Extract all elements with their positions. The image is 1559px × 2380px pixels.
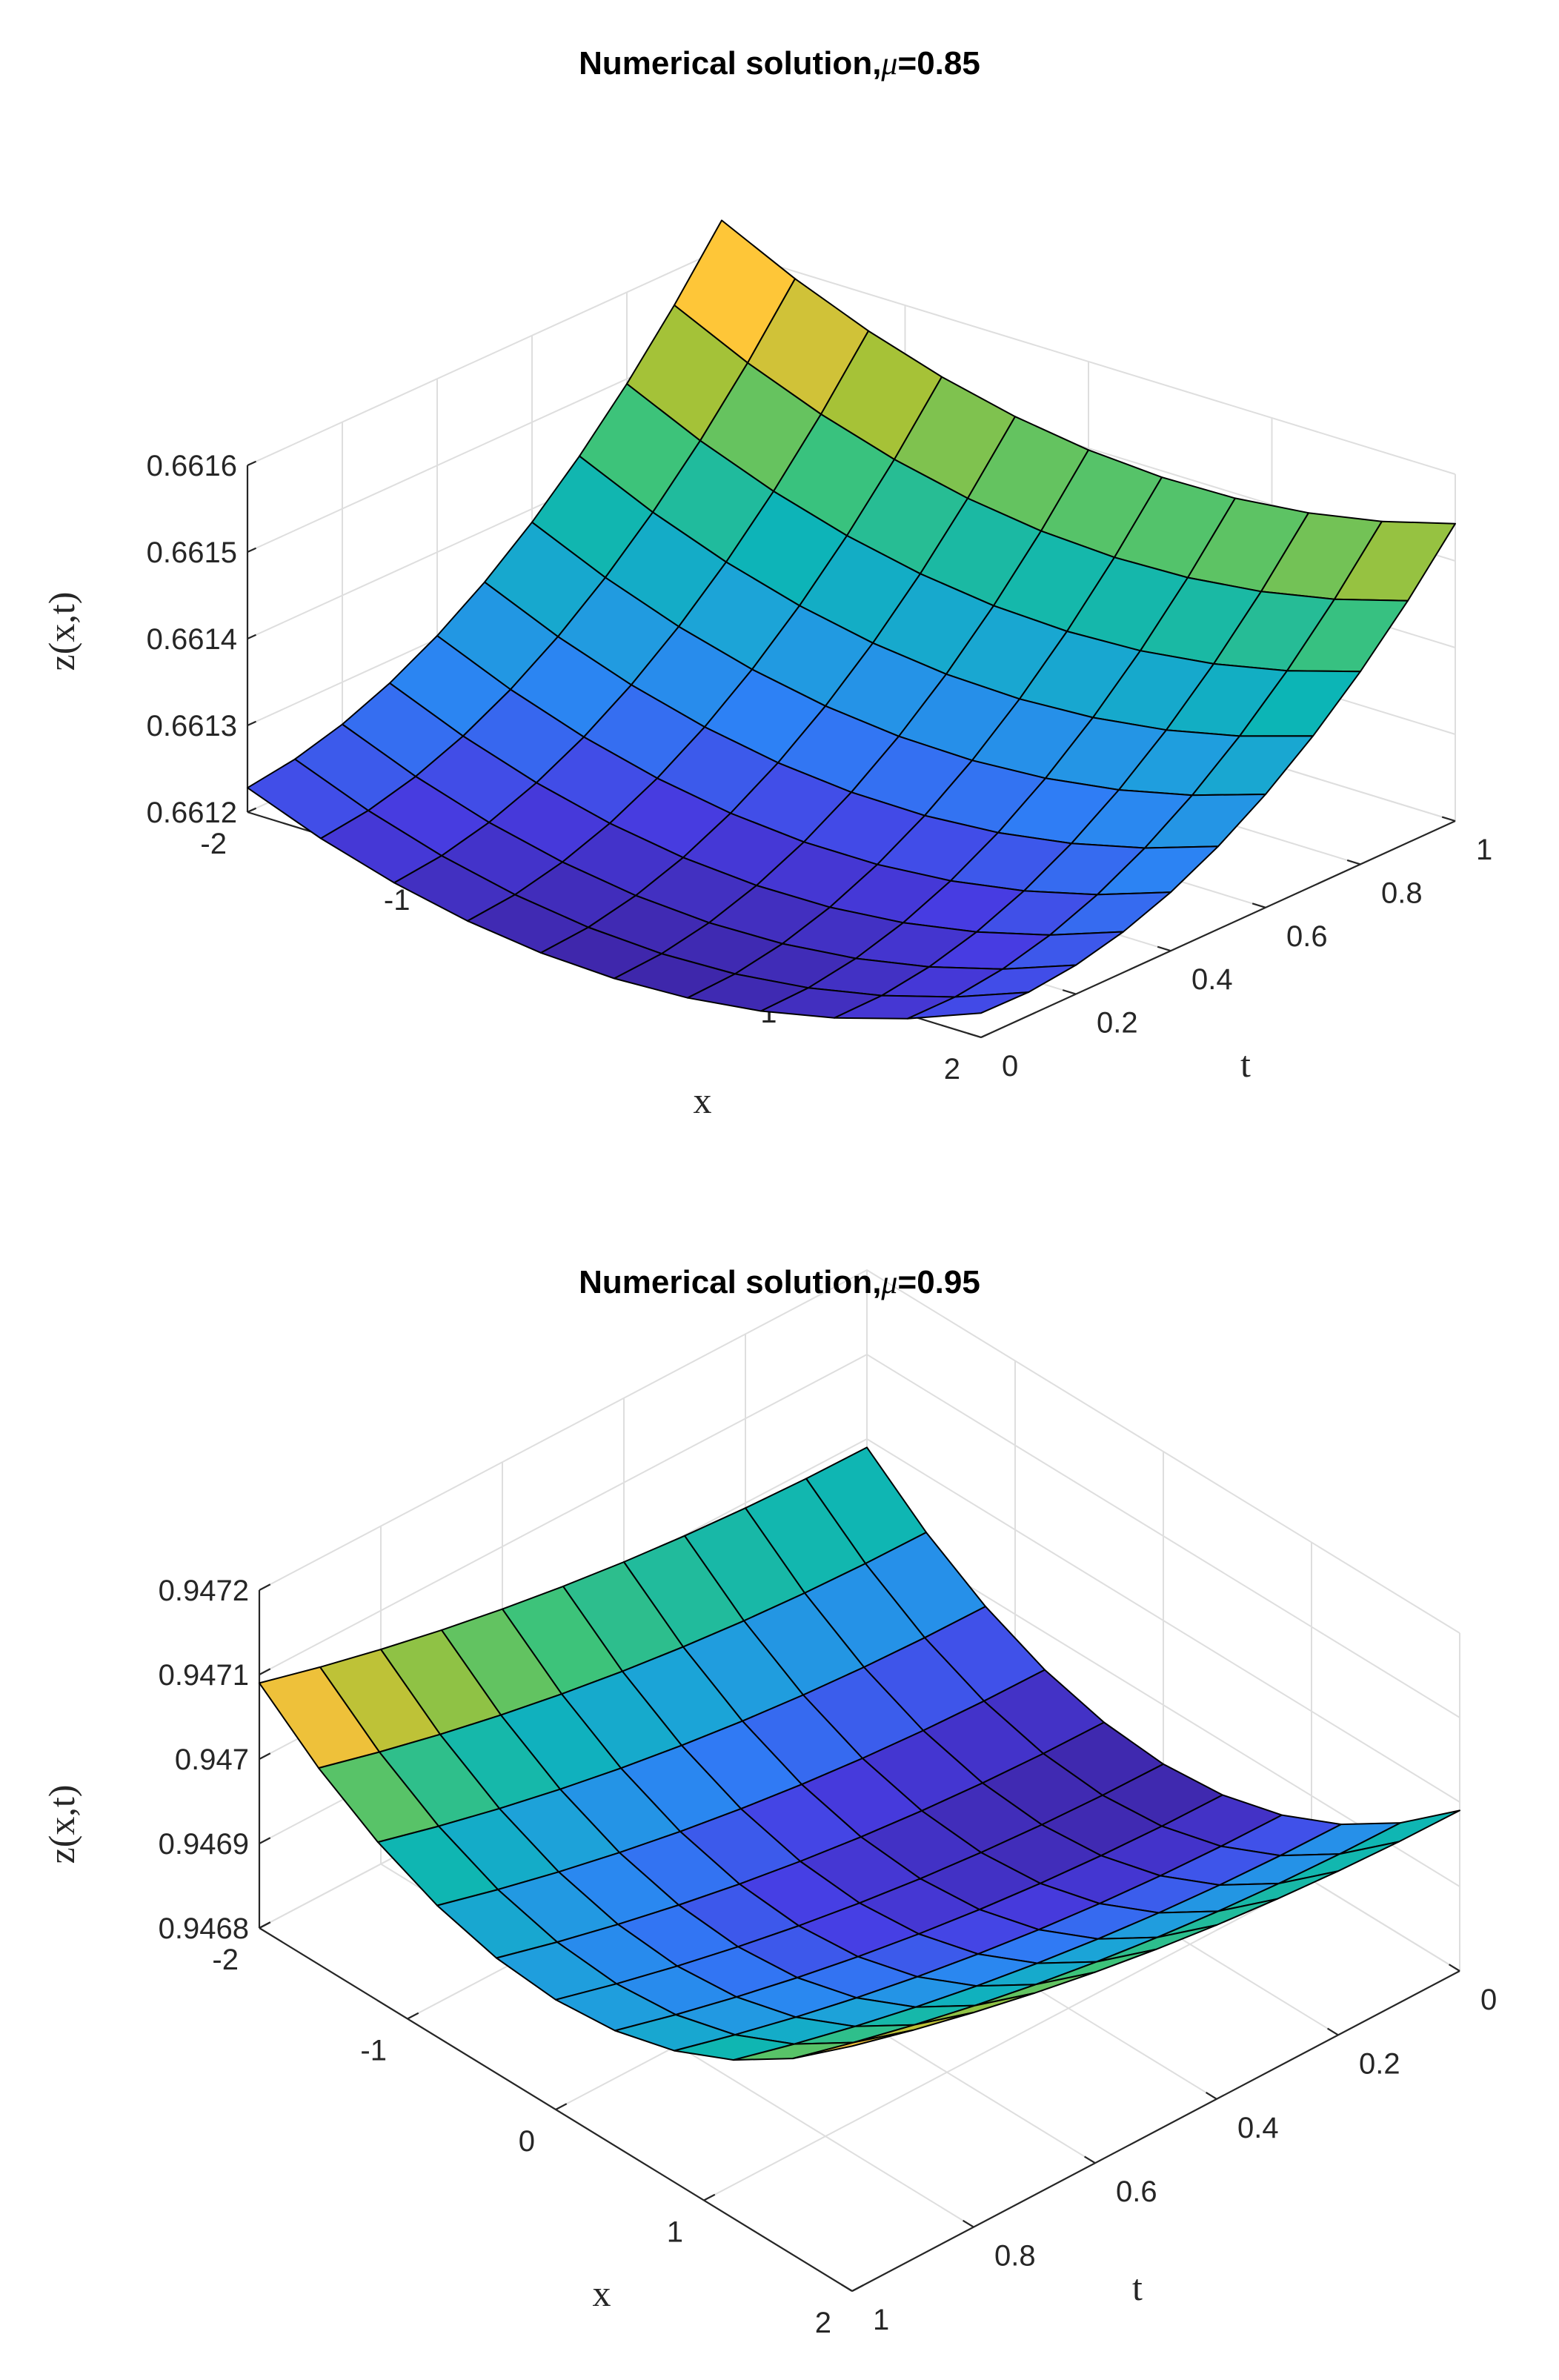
x-tick-mark — [980, 1032, 990, 1039]
tick-labels: -2 -1 0 1 2 0 0.2 0.4 0.6 0.8 1 0.9468 0.9469 0.947 0.… — [159, 1575, 1497, 2339]
t-tick-mark — [1206, 2092, 1217, 2100]
z-tick-label: 0.9472 — [159, 1575, 249, 1607]
x-tick-label: 2 — [944, 1053, 960, 1086]
surface-facet — [907, 991, 1029, 1020]
t-tick-label: 0 — [1002, 1050, 1018, 1083]
t-tick-mark — [1062, 989, 1077, 995]
z-tick-mark — [259, 1921, 271, 1929]
z-tick-label: 0.9471 — [159, 1659, 249, 1692]
t-tick-label: 0.4 — [1191, 963, 1233, 996]
t-tick-label: 0.2 — [1359, 2047, 1400, 2080]
z-tick-label: 0.6616 — [147, 450, 237, 482]
x-tick-mark — [555, 2103, 568, 2110]
z-tick-label: 0.6612 — [147, 797, 237, 829]
z-axis-label: z(x,t) — [41, 1785, 82, 1864]
z-tick-mark — [247, 807, 256, 814]
z-tick-mark — [247, 634, 256, 640]
surface — [247, 219, 1456, 1020]
x-tick-label: -2 — [200, 828, 227, 860]
z-tick-label: 0.6615 — [147, 536, 237, 569]
z-tick-mark — [259, 1752, 271, 1760]
t-tick-label: 1 — [1476, 834, 1492, 866]
t-tick-mark — [1449, 1964, 1460, 1972]
z-axis-label: z(x,t) — [41, 592, 82, 671]
t-axis-label: t — [1240, 1043, 1251, 1085]
t-tick-label: 0.6 — [1286, 920, 1328, 953]
t-axis-line — [851, 1970, 1460, 2292]
t-tick-label: 0 — [1480, 1984, 1497, 2016]
t-tick-mark — [1346, 859, 1361, 865]
plot-title: Numerical solution,μ=0.95 — [579, 1264, 980, 1300]
z-tick-label: 0.6614 — [147, 623, 237, 656]
surface — [259, 1446, 1460, 2061]
x-tick-label: 0 — [519, 2125, 535, 2158]
x-tick-mark — [851, 2284, 864, 2292]
t-tick-mark — [841, 2284, 853, 2292]
z-tick-mark — [247, 460, 256, 467]
t-tick-mark — [1251, 903, 1266, 908]
z-tick-label: 0.9468 — [159, 1912, 249, 1945]
z-tick-mark — [247, 720, 256, 727]
t-tick-label: 0.8 — [1381, 877, 1423, 909]
surface-plot-mu-095: -2 -1 0 1 2 0 0.2 0.4 0.6 0.8 1 0.9468 0.9469 0.947 0.… — [41, 1264, 1497, 2339]
z-tick-label: 0.6613 — [147, 710, 237, 742]
t-axis-label: t — [1132, 2267, 1143, 2308]
x-axis-label: x — [593, 2273, 611, 2314]
grid-line — [703, 1879, 1312, 2201]
tick-labels: -2-101200.20.40.60.810.66120.66130.66140… — [147, 450, 1493, 1086]
x-axis-label: x — [694, 1080, 712, 1121]
t-axis-line — [980, 820, 1456, 1039]
t-tick-mark — [967, 1032, 982, 1039]
x-tick-label: 2 — [815, 2307, 831, 2339]
t-tick-label: 0.6 — [1116, 2175, 1157, 2208]
x-tick-label: 1 — [667, 2216, 683, 2249]
x-tick-mark — [407, 2012, 419, 2020]
t-tick-mark — [1441, 816, 1456, 822]
t-tick-label: 0.8 — [994, 2240, 1036, 2273]
z-tick-mark — [247, 547, 256, 554]
surface-plot-mu-085: -2-101200.20.40.60.810.66120.66130.66140… — [41, 45, 1492, 1121]
z-tick-label: 0.9469 — [159, 1828, 249, 1861]
t-tick-label: 0.2 — [1097, 1007, 1138, 1040]
z-tick-mark — [259, 1837, 271, 1844]
plot-title: Numerical solution,μ=0.85 — [579, 45, 980, 82]
surface-facet — [792, 2029, 914, 2060]
z-tick-label: 0.947 — [175, 1744, 249, 1776]
t-tick-label: 0.4 — [1237, 2112, 1279, 2144]
t-tick-mark — [1327, 2027, 1339, 2036]
t-tick-mark — [1084, 2155, 1096, 2164]
x-tick-label: -1 — [360, 2035, 387, 2067]
t-tick-label: 1 — [873, 2304, 889, 2336]
t-tick-mark — [963, 2219, 974, 2228]
t-tick-mark — [1157, 945, 1171, 952]
z-tick-mark — [259, 1583, 271, 1591]
x-tick-label: -2 — [212, 1944, 239, 1976]
z-tick-mark — [259, 1668, 271, 1675]
x-tick-mark — [703, 2193, 716, 2201]
